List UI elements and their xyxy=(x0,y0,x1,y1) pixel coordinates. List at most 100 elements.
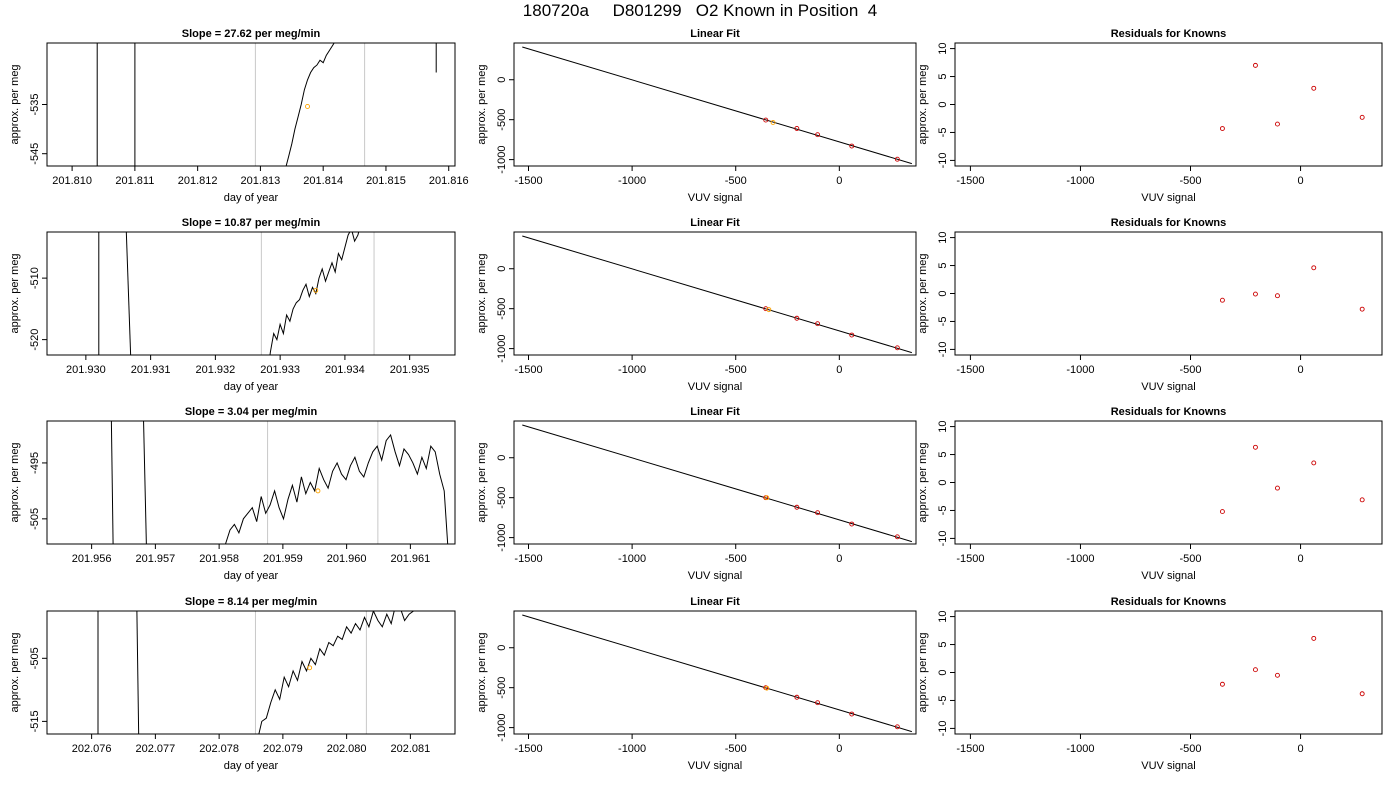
x-tick-label: 201.813 xyxy=(241,175,281,187)
x-tick-label: 202.076 xyxy=(72,743,112,755)
y-axis-label: approx. per meg xyxy=(9,632,21,712)
y-tick-label: -10 xyxy=(937,720,949,736)
x-tick-label: -500 xyxy=(725,743,747,755)
y-tick-label: -5 xyxy=(937,317,949,327)
plot-area xyxy=(1219,62,1365,131)
plot-frame xyxy=(513,42,917,167)
x-tick-label: -500 xyxy=(725,364,747,376)
y-tick-label: -505 xyxy=(29,508,41,530)
x-axis-label: VUV signal xyxy=(1141,570,1195,582)
series-line xyxy=(143,421,147,544)
x-axis-label: day of year xyxy=(224,570,279,582)
known-point xyxy=(894,534,900,540)
panel-title: Residuals for Knowns xyxy=(1111,217,1227,229)
y-axis-label: approx. per meg xyxy=(917,64,929,144)
y-tick-label: -500 xyxy=(496,677,508,699)
y-tick-label: -10 xyxy=(937,530,949,546)
y-tick-label: 0 xyxy=(937,101,949,107)
y-tick-label: 10 xyxy=(937,420,949,432)
y-axis-label: approx. per meg xyxy=(476,632,488,712)
chart-panel-2-2: Linear Fit -1500 -1000 -500 0 -1000 -500 0 VUV s… xyxy=(476,217,917,393)
x-tick-label: -1000 xyxy=(618,175,646,187)
residual-point xyxy=(1252,444,1258,450)
x-tick-label: 201.810 xyxy=(52,175,92,187)
y-tick-label: 5 xyxy=(937,73,949,79)
x-tick-label: 0 xyxy=(836,743,842,755)
x-tick-label: -1000 xyxy=(1066,743,1094,755)
chart-panel-2-1: Slope = 10.87 per meg/min 201.930 201.931 2… xyxy=(9,217,456,393)
x-tick-label: 0 xyxy=(836,364,842,376)
unknown-point xyxy=(764,685,770,691)
y-axis-label: approx. per meg xyxy=(476,64,488,144)
series-line xyxy=(110,421,114,544)
known-point xyxy=(794,694,800,700)
y-tick-label: 0 xyxy=(496,77,508,83)
chart-panel-1-1: Slope = 27.62 per meg/min 201.810 201.811 2… xyxy=(9,28,469,204)
plot-area xyxy=(110,421,449,544)
y-tick-label: -5 xyxy=(937,128,949,138)
residual-point xyxy=(1359,114,1365,120)
plot-area xyxy=(522,424,912,543)
chart-panel-3-2: Linear Fit -1500 -1000 -500 0 -1000 -500 0 VUV s… xyxy=(476,406,917,582)
y-axis-label: approx. per meg xyxy=(476,442,488,522)
chart-panel-1-3: Residuals for Knowns -1500 -1000 -500 0 -10 -5… xyxy=(917,28,1383,204)
panel-title: Residuals for Knowns xyxy=(1111,28,1227,40)
plot-area xyxy=(522,235,912,354)
y-tick-label: -1000 xyxy=(496,714,508,742)
residual-point xyxy=(1219,509,1225,515)
x-axis-label: day of year xyxy=(224,381,279,393)
plot-area xyxy=(1219,444,1365,515)
x-tick-label: -1000 xyxy=(618,743,646,755)
y-tick-label: 5 xyxy=(937,641,949,647)
x-tick-label: -500 xyxy=(725,553,747,565)
residual-point xyxy=(1359,306,1365,312)
chart-panel-3-3: Residuals for Knowns -1500 -1000 -500 0 -10 -5… xyxy=(917,406,1383,582)
unknown-point xyxy=(770,120,776,125)
panel-title: Linear Fit xyxy=(690,406,740,418)
x-tick-label: -1500 xyxy=(956,553,984,565)
y-tick-label: -500 xyxy=(496,109,508,131)
known-point xyxy=(763,306,769,312)
x-tick-label: 202.080 xyxy=(327,743,367,755)
x-tick-label: 201.960 xyxy=(327,553,367,565)
x-tick-label: -1000 xyxy=(1066,364,1094,376)
x-tick-label: 0 xyxy=(1297,743,1303,755)
x-tick-label: 201.816 xyxy=(429,175,469,187)
y-tick-label: -500 xyxy=(496,298,508,320)
panel-title: Slope = 27.62 per meg/min xyxy=(182,28,321,40)
plot-frame xyxy=(513,231,917,356)
plot-frame xyxy=(954,610,1383,735)
x-tick-label: -500 xyxy=(1179,364,1201,376)
panel-title: Linear Fit xyxy=(690,217,740,229)
y-tick-label: -10 xyxy=(937,152,949,168)
y-tick-label: 5 xyxy=(937,451,949,457)
x-tick-label: 0 xyxy=(1297,364,1303,376)
residual-point xyxy=(1275,121,1280,127)
x-tick-label: -1500 xyxy=(514,175,542,187)
x-tick-label: -1000 xyxy=(618,553,646,565)
interpolated-point xyxy=(315,488,321,494)
known-point xyxy=(849,521,855,527)
residual-point xyxy=(1359,497,1365,503)
x-axis-label: VUV signal xyxy=(1141,192,1195,204)
series-line xyxy=(285,43,335,166)
x-tick-label: -1000 xyxy=(1066,553,1094,565)
x-axis-label: VUV signal xyxy=(688,381,742,393)
residual-point xyxy=(1311,460,1317,466)
x-tick-label: 0 xyxy=(836,175,842,187)
x-tick-label: -1000 xyxy=(1066,175,1094,187)
known-point xyxy=(815,321,821,327)
y-tick-label: -520 xyxy=(29,329,41,351)
plot-area xyxy=(96,43,437,166)
known-point xyxy=(849,711,855,717)
chart-panel-1-2: Linear Fit -1500 -1000 -500 0 -1000 -500 0 VUV s… xyxy=(476,28,917,204)
residual-point xyxy=(1359,691,1365,697)
plot-frame xyxy=(46,42,456,167)
chart-panel-3-1: Slope = 3.04 per meg/min 201.956 201.957 20… xyxy=(9,406,456,582)
x-axis-label: VUV signal xyxy=(688,192,742,204)
known-point xyxy=(815,132,821,138)
y-tick-label: 0 xyxy=(496,455,508,461)
x-tick-label: 201.812 xyxy=(178,175,218,187)
plot-frame xyxy=(46,231,456,356)
residual-point xyxy=(1311,85,1317,91)
